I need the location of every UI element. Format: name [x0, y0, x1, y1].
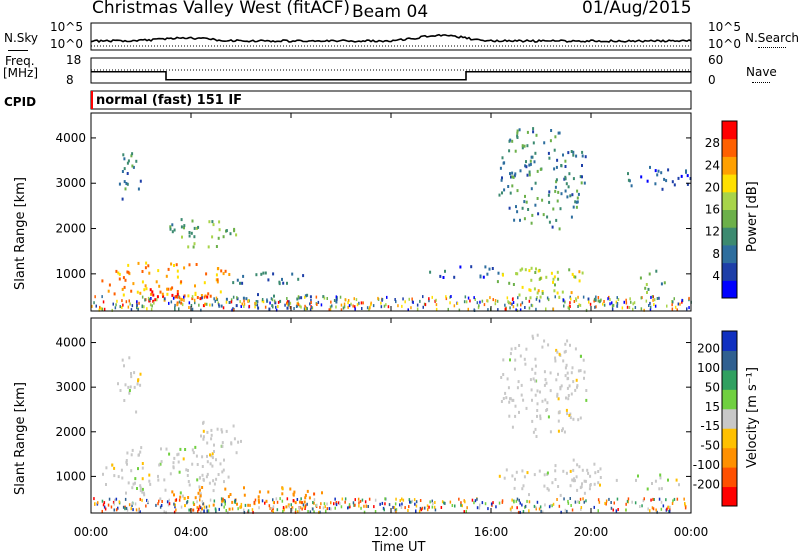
velocity-colorbar-swatch-3	[722, 428, 737, 449]
velocity-colorbar-swatch-7	[722, 350, 737, 371]
ytick-label-1-3: 4000	[55, 336, 86, 350]
xtick-label-6: 00:00	[674, 525, 709, 539]
velocity-colorbar-swatch-6	[722, 369, 737, 390]
ytick-label-0-3: 4000	[55, 131, 86, 145]
data-region-0-9	[639, 269, 666, 294]
power-colorbar-swatch-7	[722, 156, 737, 175]
near-range-noise-1	[93, 497, 687, 514]
data-region-1-5	[500, 333, 588, 438]
data-region-0-4	[232, 271, 305, 286]
nave-tick-bottom: 0	[708, 73, 716, 87]
date-label: 01/Aug/2015	[582, 0, 692, 18]
ytick-label-0-2: 3000	[55, 176, 86, 190]
xtick-label-0: 00:00	[74, 525, 109, 539]
nave-tick-top: 60	[708, 53, 724, 67]
velocity-colorbar-tick-7: -200	[693, 478, 720, 492]
nsky-legend-line	[8, 50, 28, 51]
xtick-label-4: 16:00	[474, 525, 509, 539]
power-colorbar-swatch-8	[722, 138, 737, 157]
station-title: Christmas Valley West (fitACF)	[92, 0, 351, 18]
velocity-colorbar-swatch-2	[722, 447, 737, 468]
nsky-series	[90, 33, 692, 43]
data-region-1-2	[117, 356, 142, 414]
xtick-label-1: 04:00	[174, 525, 209, 539]
freq-series	[91, 70, 691, 81]
beam-label: Beam 04	[352, 2, 429, 22]
data-region-1-0	[102, 446, 230, 501]
data-region-0-0	[101, 261, 231, 302]
xtick-label-3: 12:00	[374, 525, 409, 539]
data-region-0-6	[429, 265, 500, 279]
power-colorbar-swatch-5	[722, 191, 737, 210]
data-region-0-10	[627, 165, 692, 191]
nsearch-label: N.Search	[745, 31, 800, 45]
data-region-1-6	[635, 473, 680, 491]
power-colorbar-tick-4: 12	[705, 225, 720, 239]
power-colorbar-swatch-4	[722, 209, 737, 228]
power-colorbar-tick-5: 8	[712, 247, 720, 261]
velocity-colorbar-tick-3: 15	[705, 400, 720, 414]
cpid-value: normal (fast) 151 IF	[96, 93, 243, 108]
nsearch-tick-bottom: 10^0	[708, 37, 741, 51]
data-region-0-7	[496, 266, 584, 300]
power-colorbar-swatch-9	[722, 121, 737, 140]
velocity-colorbar-tick-0: 200	[697, 341, 720, 355]
velocity-colorbar-frame	[721, 330, 738, 507]
power-colorbar-swatch-0	[722, 280, 737, 299]
power-colorbar-frame	[721, 120, 738, 299]
xtick-label-5: 20:00	[574, 525, 609, 539]
power-colorbar-swatch-3	[722, 227, 737, 246]
velocity-colorbar-swatch-5	[722, 389, 737, 410]
ytick-label-1-1: 2000	[55, 425, 86, 439]
power-colorbar-tick-1: 24	[705, 158, 720, 172]
nsky-label: N.Sky	[4, 31, 39, 45]
nave-legend-line	[752, 82, 770, 83]
nsky-tick-bottom: 10^0	[50, 37, 83, 51]
cpid-frame	[90, 90, 692, 110]
nsearch-tick-top: 10^5	[708, 20, 741, 34]
data-region-1-3	[194, 420, 242, 462]
power-colorbar-swatch-6	[722, 174, 737, 193]
cpid-marker	[91, 91, 93, 109]
nsearch-legend-line	[758, 47, 786, 48]
power-colorbar-tick-2: 20	[705, 180, 720, 194]
cpid-label: CPID	[4, 95, 37, 109]
nave-label: Nave	[746, 65, 777, 79]
velocity-colorbar-tick-5: -50	[700, 439, 720, 453]
freq-tick-bottom: 8	[66, 73, 74, 87]
data-region-0-3	[169, 218, 238, 249]
data-region-0-2	[118, 152, 142, 201]
data-region-0-8	[498, 127, 587, 231]
velocity-colorbar-swatch-4	[722, 408, 737, 429]
power-colorbar-tick-3: 16	[705, 203, 720, 217]
velocity-colorbar-tick-2: 50	[705, 380, 720, 394]
xtick-label-2: 08:00	[274, 525, 309, 539]
nsky-tick-top: 10^5	[50, 20, 83, 34]
ytick-label-0-1: 2000	[55, 222, 86, 236]
time-xlabel: Time UT	[372, 540, 426, 555]
power-colorbar-swatch-2	[722, 244, 737, 264]
ytick-label-1-0: 1000	[55, 469, 86, 483]
power-colorbar-tick-0: 28	[705, 136, 720, 150]
ytick-label-0-0: 1000	[55, 267, 86, 281]
velocity-colorbar-tick-4: -15	[700, 419, 720, 433]
ytick-label-1-2: 3000	[55, 380, 86, 394]
freq-tick-top: 18	[66, 53, 82, 67]
freq-label-2: [MHz]	[3, 66, 39, 80]
velocity-colorbar-tick-1: 100	[697, 361, 720, 375]
velocity-colorbar-tick-6: -100	[693, 458, 720, 472]
nsky-frame	[90, 22, 692, 51]
power-colorbar-swatch-1	[722, 262, 737, 281]
velocity-colorbar-swatch-1	[722, 467, 737, 488]
power-colorbar-tick-6: 4	[712, 269, 720, 283]
velocity-colorbar-swatch-8	[722, 331, 737, 351]
velocity-colorbar-swatch-0	[722, 486, 737, 507]
freq-label-1: Freq.	[5, 54, 35, 68]
data-region-1-4	[498, 458, 618, 497]
